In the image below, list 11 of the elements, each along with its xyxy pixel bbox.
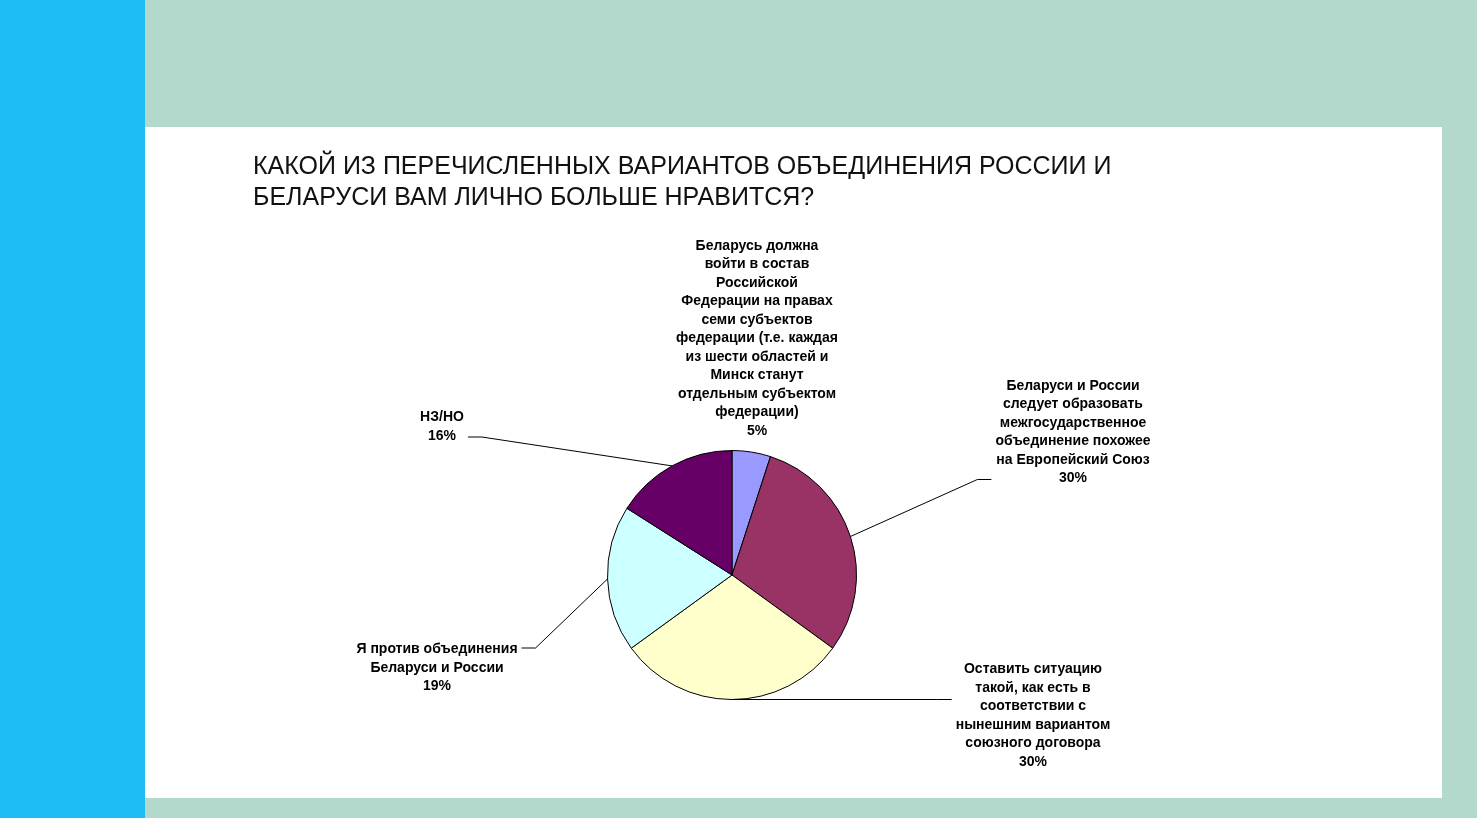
- chart-title: КАКОЙ ИЗ ПЕРЕЧИСЛЕННЫХ ВАРИАНТОВ ОБЪЕДИНЕНИЯ РОССИИ И БЕЛАРУСИ ВАМ ЛИЧНО БОЛЬШЕ НРАВИТСЯ?: [253, 150, 1113, 212]
- data-label: 5%: [746, 421, 768, 438]
- data-label: 16%: [427, 426, 457, 443]
- data-label: 30%: [1018, 752, 1048, 769]
- slice-label: Оставить ситуацию такой, как есть в соответствии с нынешним вариантом союзного договора: [955, 660, 1111, 751]
- data-label: 19%: [422, 677, 452, 694]
- slice-label: Я против объединения Беларуси и России: [356, 640, 518, 675]
- slice-label: НЗ/НО: [420, 408, 464, 425]
- data-label: 30%: [1058, 469, 1088, 486]
- slice-label: Беларуси и России следует образовать межгосударственное объединение похожее на Европейский Союз: [995, 376, 1151, 467]
- category-label: Беларусь должна войти в состав Российской Федерации на правах семи субъектов федерации (т.е. каждая из шести областей и Минск станут отдельным субъектом федерации): [676, 236, 838, 420]
